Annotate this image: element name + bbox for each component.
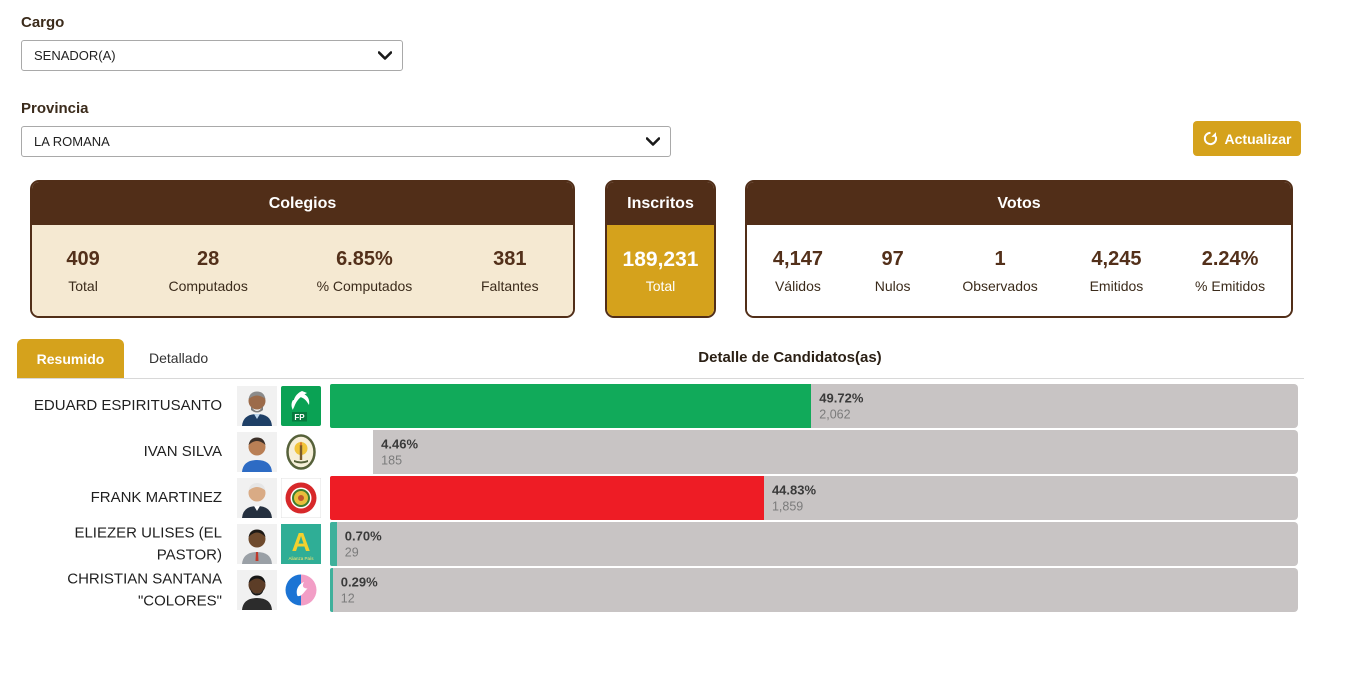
- candidate-row: FRANK MARTINEZ 44.83% 1,859: [0, 476, 1368, 520]
- cargo-label: Cargo: [21, 14, 65, 31]
- inscritos-total-value: 189,231: [622, 247, 699, 271]
- vote-bar: [330, 384, 812, 428]
- votos-stat-pct-emitidos: 2.24% % Emitidos: [1195, 247, 1266, 294]
- candidate-row: EDUARD ESPIRITUSANTO FP 49.72% 2,062: [0, 384, 1368, 428]
- candidate-name: ELIEZER ULISES (EL PASTOR): [74, 524, 222, 563]
- candidate-photo: [237, 524, 277, 564]
- candidate-row: IVAN SILVA 4.46% 185: [0, 430, 1368, 474]
- colegios-stat-pct-computados: 6.85% % Computados: [316, 247, 413, 294]
- candidate-photo: [237, 478, 277, 518]
- bar-votes-label: 29: [344, 545, 359, 560]
- bar-percent-label: 4.46%: [381, 436, 419, 452]
- actualizar-label: Actualizar: [1224, 130, 1292, 147]
- provincia-label: Provincia: [21, 100, 89, 117]
- candidate-photo: [237, 386, 277, 426]
- tabs-divider-line: [17, 378, 1304, 379]
- votos-stat-observados: 1 Observados: [962, 247, 1038, 294]
- chevron-down-icon: [646, 137, 660, 146]
- votos-stat-nulos: 97 Nulos: [874, 247, 911, 294]
- vote-bar-track: 49.72% 2,062: [330, 384, 1298, 428]
- svg-text:Alianza País: Alianza País: [288, 556, 314, 561]
- vote-bar-track: 0.70% 29: [330, 522, 1298, 566]
- bar-votes-label: 12: [340, 591, 355, 606]
- bar-percent-label: 49.72%: [819, 390, 864, 406]
- colegios-stat-total: 409 Total: [66, 247, 100, 294]
- torch-emblem-logo: [281, 432, 321, 472]
- colegios-stat-computados: 28 Computados: [168, 247, 248, 294]
- bar-percent-label: 44.83%: [771, 482, 817, 498]
- red-circle-emblem-logo: [281, 478, 321, 518]
- dove-circle-logo: [281, 570, 321, 610]
- bar-votes-label: 2,062: [819, 407, 851, 422]
- svg-text:A: A: [292, 527, 311, 557]
- tab-detallado[interactable]: Detallado: [149, 350, 209, 366]
- bar-votes-label: 185: [381, 453, 403, 468]
- refresh-icon: [1203, 131, 1217, 146]
- bar-percent-label: 0.29%: [340, 574, 378, 590]
- vote-bar: [330, 568, 333, 612]
- vote-bar: [330, 476, 764, 520]
- candidate-nickname: "COLORES": [137, 592, 222, 609]
- chart-title: Detalle de Candidatos(as): [698, 349, 882, 366]
- vote-bar: [330, 522, 337, 566]
- colegios-panel: Colegios 409 Total 28 Computados 6.85% %…: [30, 180, 575, 318]
- inscritos-panel-title: Inscritos: [607, 182, 714, 225]
- alianza-pais-logo: A Alianza País: [281, 524, 321, 564]
- provincia-select-value: LA ROMANA: [34, 134, 110, 149]
- vote-bar-track: 0.29% 12: [330, 568, 1298, 612]
- actualizar-button[interactable]: Actualizar: [1193, 121, 1301, 156]
- votos-stat-emitidos: 4,245 Emitidos: [1089, 247, 1144, 294]
- colegios-stat-faltantes: 381 Faltantes: [481, 247, 539, 294]
- provincia-select[interactable]: LA ROMANA: [21, 126, 671, 157]
- votos-stat-validos: 4,147 Válidos: [772, 247, 823, 294]
- candidate-name: EDUARD ESPIRITUSANTO: [33, 397, 222, 415]
- fp-logo: FP: [281, 386, 321, 426]
- candidate-photo: [237, 570, 277, 610]
- svg-text:FP: FP: [294, 413, 305, 422]
- vote-bar-track: 44.83% 1,859: [330, 476, 1298, 520]
- chevron-down-icon: [378, 51, 392, 60]
- inscritos-panel: Inscritos 189,231 Total: [605, 180, 716, 318]
- vote-bar: [330, 430, 374, 474]
- cargo-select[interactable]: SENADOR(A): [21, 40, 403, 71]
- candidate-name: IVAN SILVA: [143, 443, 222, 461]
- vote-bar-track: 4.46% 185: [330, 430, 1298, 474]
- candidate-photo: [237, 432, 277, 472]
- candidate-row: ELIEZER ULISES (EL PASTOR) A Alianza Paí…: [0, 522, 1368, 566]
- votos-panel: Votos 4,147 Válidos 97 Nulos 1 Observado…: [745, 180, 1293, 318]
- votos-panel-title: Votos: [747, 182, 1291, 225]
- inscritos-total-label: Total: [645, 277, 676, 294]
- tab-resumido[interactable]: Resumido: [17, 339, 124, 378]
- colegios-panel-title: Colegios: [32, 182, 573, 225]
- candidate-row: CHRISTIAN SANTANA "COLORES" 0.29% 12: [0, 568, 1368, 612]
- cargo-select-value: SENADOR(A): [34, 48, 116, 63]
- bar-votes-label: 1,859: [771, 499, 804, 514]
- candidate-name: FRANK MARTINEZ: [90, 489, 222, 507]
- bar-percent-label: 0.70%: [344, 528, 382, 544]
- candidate-name: CHRISTIAN SANTANA "COLORES": [20, 568, 222, 612]
